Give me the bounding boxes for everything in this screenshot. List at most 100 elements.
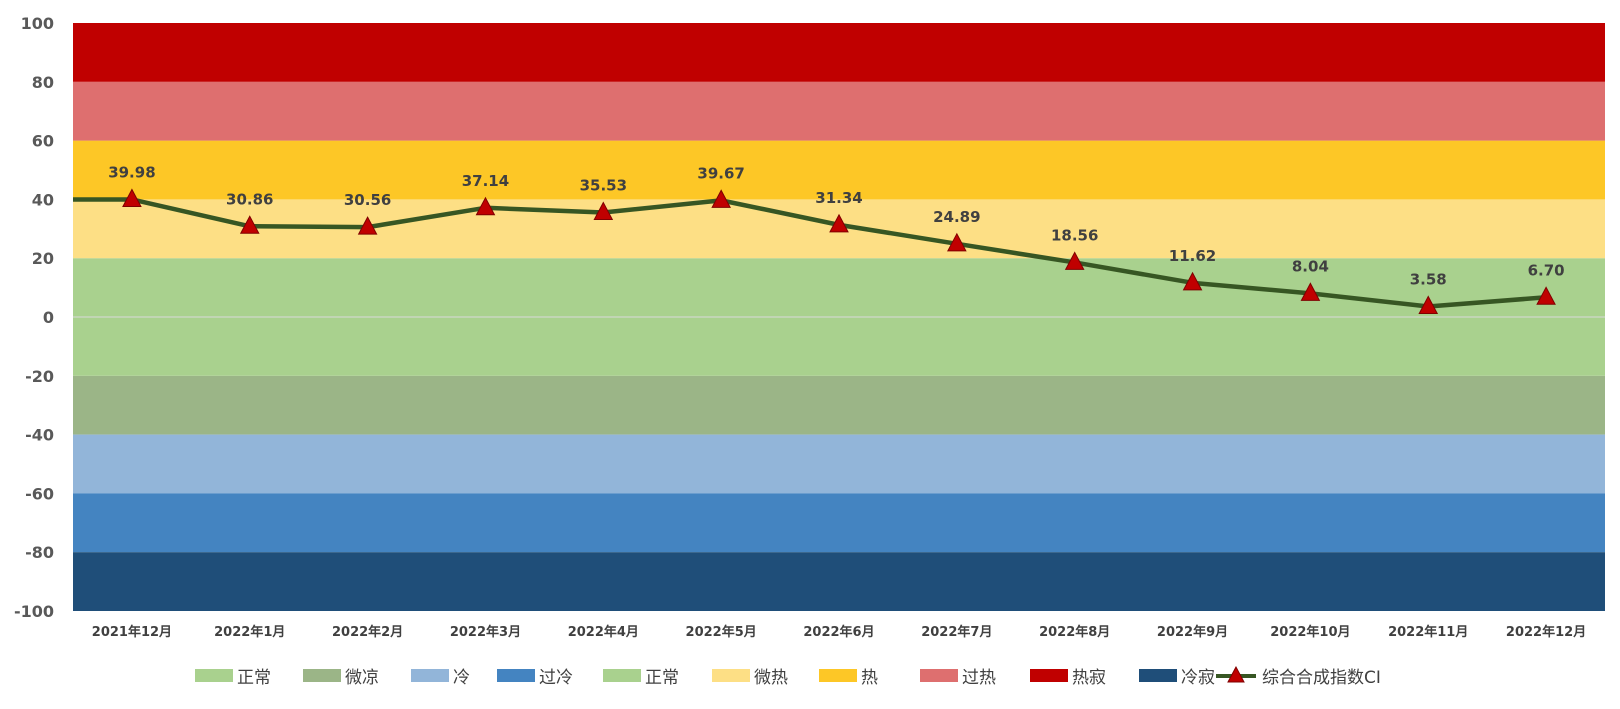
legend-item: 正常 bbox=[603, 668, 679, 688]
legend-label: 冷 bbox=[453, 668, 470, 688]
legend-item: 热 bbox=[819, 668, 878, 688]
x-tick-label: 2022年3月 bbox=[450, 624, 521, 640]
legend-item: 微热 bbox=[712, 668, 788, 688]
y-tick-label: -40 bbox=[25, 426, 54, 445]
x-tick-label: 2022年4月 bbox=[568, 624, 639, 640]
legend-label: 微热 bbox=[754, 668, 788, 688]
legend-label: 正常 bbox=[237, 668, 271, 688]
band-正常 bbox=[73, 258, 1605, 317]
legend-swatch bbox=[497, 669, 535, 682]
x-tick-label: 2022年2月 bbox=[332, 624, 403, 640]
x-axis: 2021年12月 2022年1月 2022年2月 2022年3月 2022年4月 2022… bbox=[92, 624, 1586, 640]
x-tick-label: 2022年10月 bbox=[1270, 624, 1350, 640]
data-point bbox=[122, 188, 142, 207]
data-label: 8.04 bbox=[1292, 257, 1329, 275]
x-tick-label: 2022年1月 bbox=[214, 624, 285, 640]
data-point bbox=[1182, 271, 1203, 291]
legend-marker bbox=[1227, 665, 1245, 683]
band-冷寂 bbox=[73, 552, 1605, 611]
y-tick-label: 100 bbox=[21, 14, 54, 33]
data-label: 30.86 bbox=[226, 190, 273, 208]
x-tick-label: 2021年12月 bbox=[92, 624, 172, 640]
data-label: 35.53 bbox=[580, 177, 627, 195]
legend-label: 热 bbox=[861, 668, 878, 688]
legend-item: 综合合成指数CI bbox=[1216, 665, 1381, 688]
x-tick-label: 2022年6月 bbox=[803, 624, 874, 640]
band-冷 bbox=[73, 434, 1605, 494]
series-line bbox=[73, 197, 1547, 309]
y-tick-label: 80 bbox=[32, 73, 54, 92]
data-point bbox=[593, 201, 614, 221]
legend: 正常 微凉 冷 过冷 正常 微热 热 过热 热寂 冷寂 综合合成指数CI bbox=[195, 665, 1381, 688]
band-热 bbox=[73, 140, 1605, 200]
data-label: 30.56 bbox=[344, 191, 391, 209]
y-tick-label: -60 bbox=[25, 484, 54, 503]
data-label: 11.62 bbox=[1169, 247, 1216, 265]
data-label: 3.58 bbox=[1410, 270, 1447, 288]
data-point bbox=[1536, 286, 1556, 305]
legend-swatch bbox=[712, 669, 750, 682]
legend-label: 冷寂 bbox=[1181, 668, 1215, 688]
legend-swatch bbox=[303, 669, 341, 682]
data-point bbox=[829, 213, 849, 233]
x-tick-label: 2022年11月 bbox=[1388, 624, 1468, 640]
legend-label: 正常 bbox=[645, 668, 679, 688]
data-label: 39.98 bbox=[108, 163, 155, 181]
y-tick-label: 40 bbox=[32, 190, 54, 209]
y-axis: 100 80 60 40 20 0 -20 -40 -60 -80 -100 bbox=[14, 14, 54, 621]
legend-label: 综合合成指数CI bbox=[1262, 668, 1381, 688]
data-point bbox=[357, 216, 378, 235]
data-label: 39.67 bbox=[697, 164, 744, 182]
data-label: 37.14 bbox=[462, 172, 509, 190]
series-layer bbox=[73, 188, 1556, 314]
legend-item: 冷寂 bbox=[1139, 668, 1215, 688]
y-tick-label: 60 bbox=[32, 132, 54, 151]
data-label: 24.89 bbox=[933, 208, 980, 226]
data-point bbox=[1418, 295, 1439, 314]
x-tick-label: 2022年12月 bbox=[1506, 624, 1586, 640]
band-过冷 bbox=[73, 493, 1605, 553]
legend-swatch bbox=[411, 669, 449, 682]
legend-swatch bbox=[1139, 669, 1177, 682]
legend-item: 热寂 bbox=[1030, 668, 1106, 688]
legend-item: 过冷 bbox=[497, 668, 573, 688]
band-过热 bbox=[73, 81, 1605, 141]
y-tick-label: 0 bbox=[43, 308, 54, 327]
legend-swatch bbox=[603, 669, 641, 682]
data-point bbox=[1064, 251, 1085, 270]
x-tick-label: 2022年8月 bbox=[1039, 624, 1110, 640]
data-label: 6.70 bbox=[1528, 261, 1565, 279]
data-point bbox=[711, 189, 731, 208]
legend-swatch bbox=[920, 669, 958, 682]
x-tick-label: 2022年7月 bbox=[921, 624, 992, 640]
data-point bbox=[947, 232, 967, 252]
legend-item: 冷 bbox=[411, 668, 470, 688]
x-tick-label: 2022年5月 bbox=[686, 624, 757, 640]
legend-label: 过冷 bbox=[539, 668, 573, 688]
data-label: 31.34 bbox=[815, 189, 862, 207]
legend-swatch bbox=[1030, 669, 1068, 682]
legend-swatch bbox=[195, 669, 233, 682]
band-微凉 bbox=[73, 375, 1605, 435]
legend-item: 微凉 bbox=[303, 668, 379, 688]
x-tick-label: 2022年9月 bbox=[1157, 624, 1228, 640]
y-tick-label: -80 bbox=[25, 543, 54, 562]
data-point bbox=[1300, 282, 1321, 301]
legend-label: 过热 bbox=[962, 668, 996, 688]
legend-label: 热寂 bbox=[1072, 668, 1106, 688]
band-热寂 bbox=[73, 23, 1605, 82]
band-layer bbox=[73, 23, 1605, 611]
data-label: 18.56 bbox=[1051, 226, 1098, 244]
y-tick-label: -100 bbox=[14, 602, 54, 621]
y-tick-label: -20 bbox=[25, 367, 54, 386]
legend-label: 微凉 bbox=[345, 668, 379, 688]
data-label-layer: 39.98 30.86 30.56 37.14 35.53 39.67 31.34 24.89… bbox=[108, 163, 1564, 288]
band-正常 bbox=[73, 317, 1605, 376]
legend-item: 过热 bbox=[920, 668, 996, 688]
y-tick-label: 20 bbox=[32, 249, 54, 268]
legend-swatch bbox=[819, 669, 857, 682]
data-point bbox=[239, 215, 260, 234]
data-point bbox=[475, 196, 496, 216]
legend-item: 正常 bbox=[195, 668, 271, 688]
